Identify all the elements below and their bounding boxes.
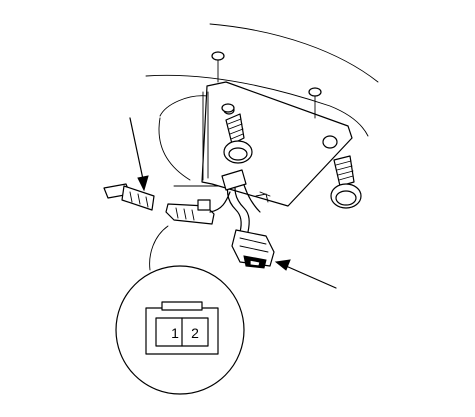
pin-label-2: 2 bbox=[191, 325, 199, 341]
pin-label-1: 1 bbox=[171, 325, 179, 341]
locator-mark-1 bbox=[211, 51, 225, 61]
wire-harness bbox=[221, 169, 271, 233]
connector-target bbox=[231, 229, 275, 269]
connector-latch bbox=[161, 301, 203, 311]
connector-left-socket bbox=[165, 191, 231, 225]
locator-mark-2 bbox=[308, 87, 322, 97]
detail-leader-line bbox=[149, 225, 169, 271]
locator-mark-3 bbox=[221, 103, 235, 113]
connector-face-detail: 1 2 bbox=[115, 265, 245, 395]
body-panel-contours bbox=[145, 23, 379, 187]
connector-left-plug bbox=[103, 183, 155, 211]
callout-arrow-right bbox=[274, 259, 337, 289]
bolt-right bbox=[330, 155, 362, 209]
bolt-left bbox=[223, 113, 253, 164]
callout-arrow-left bbox=[129, 117, 149, 192]
screw-locator-marks bbox=[211, 51, 322, 119]
mounting-bracket bbox=[201, 81, 353, 207]
